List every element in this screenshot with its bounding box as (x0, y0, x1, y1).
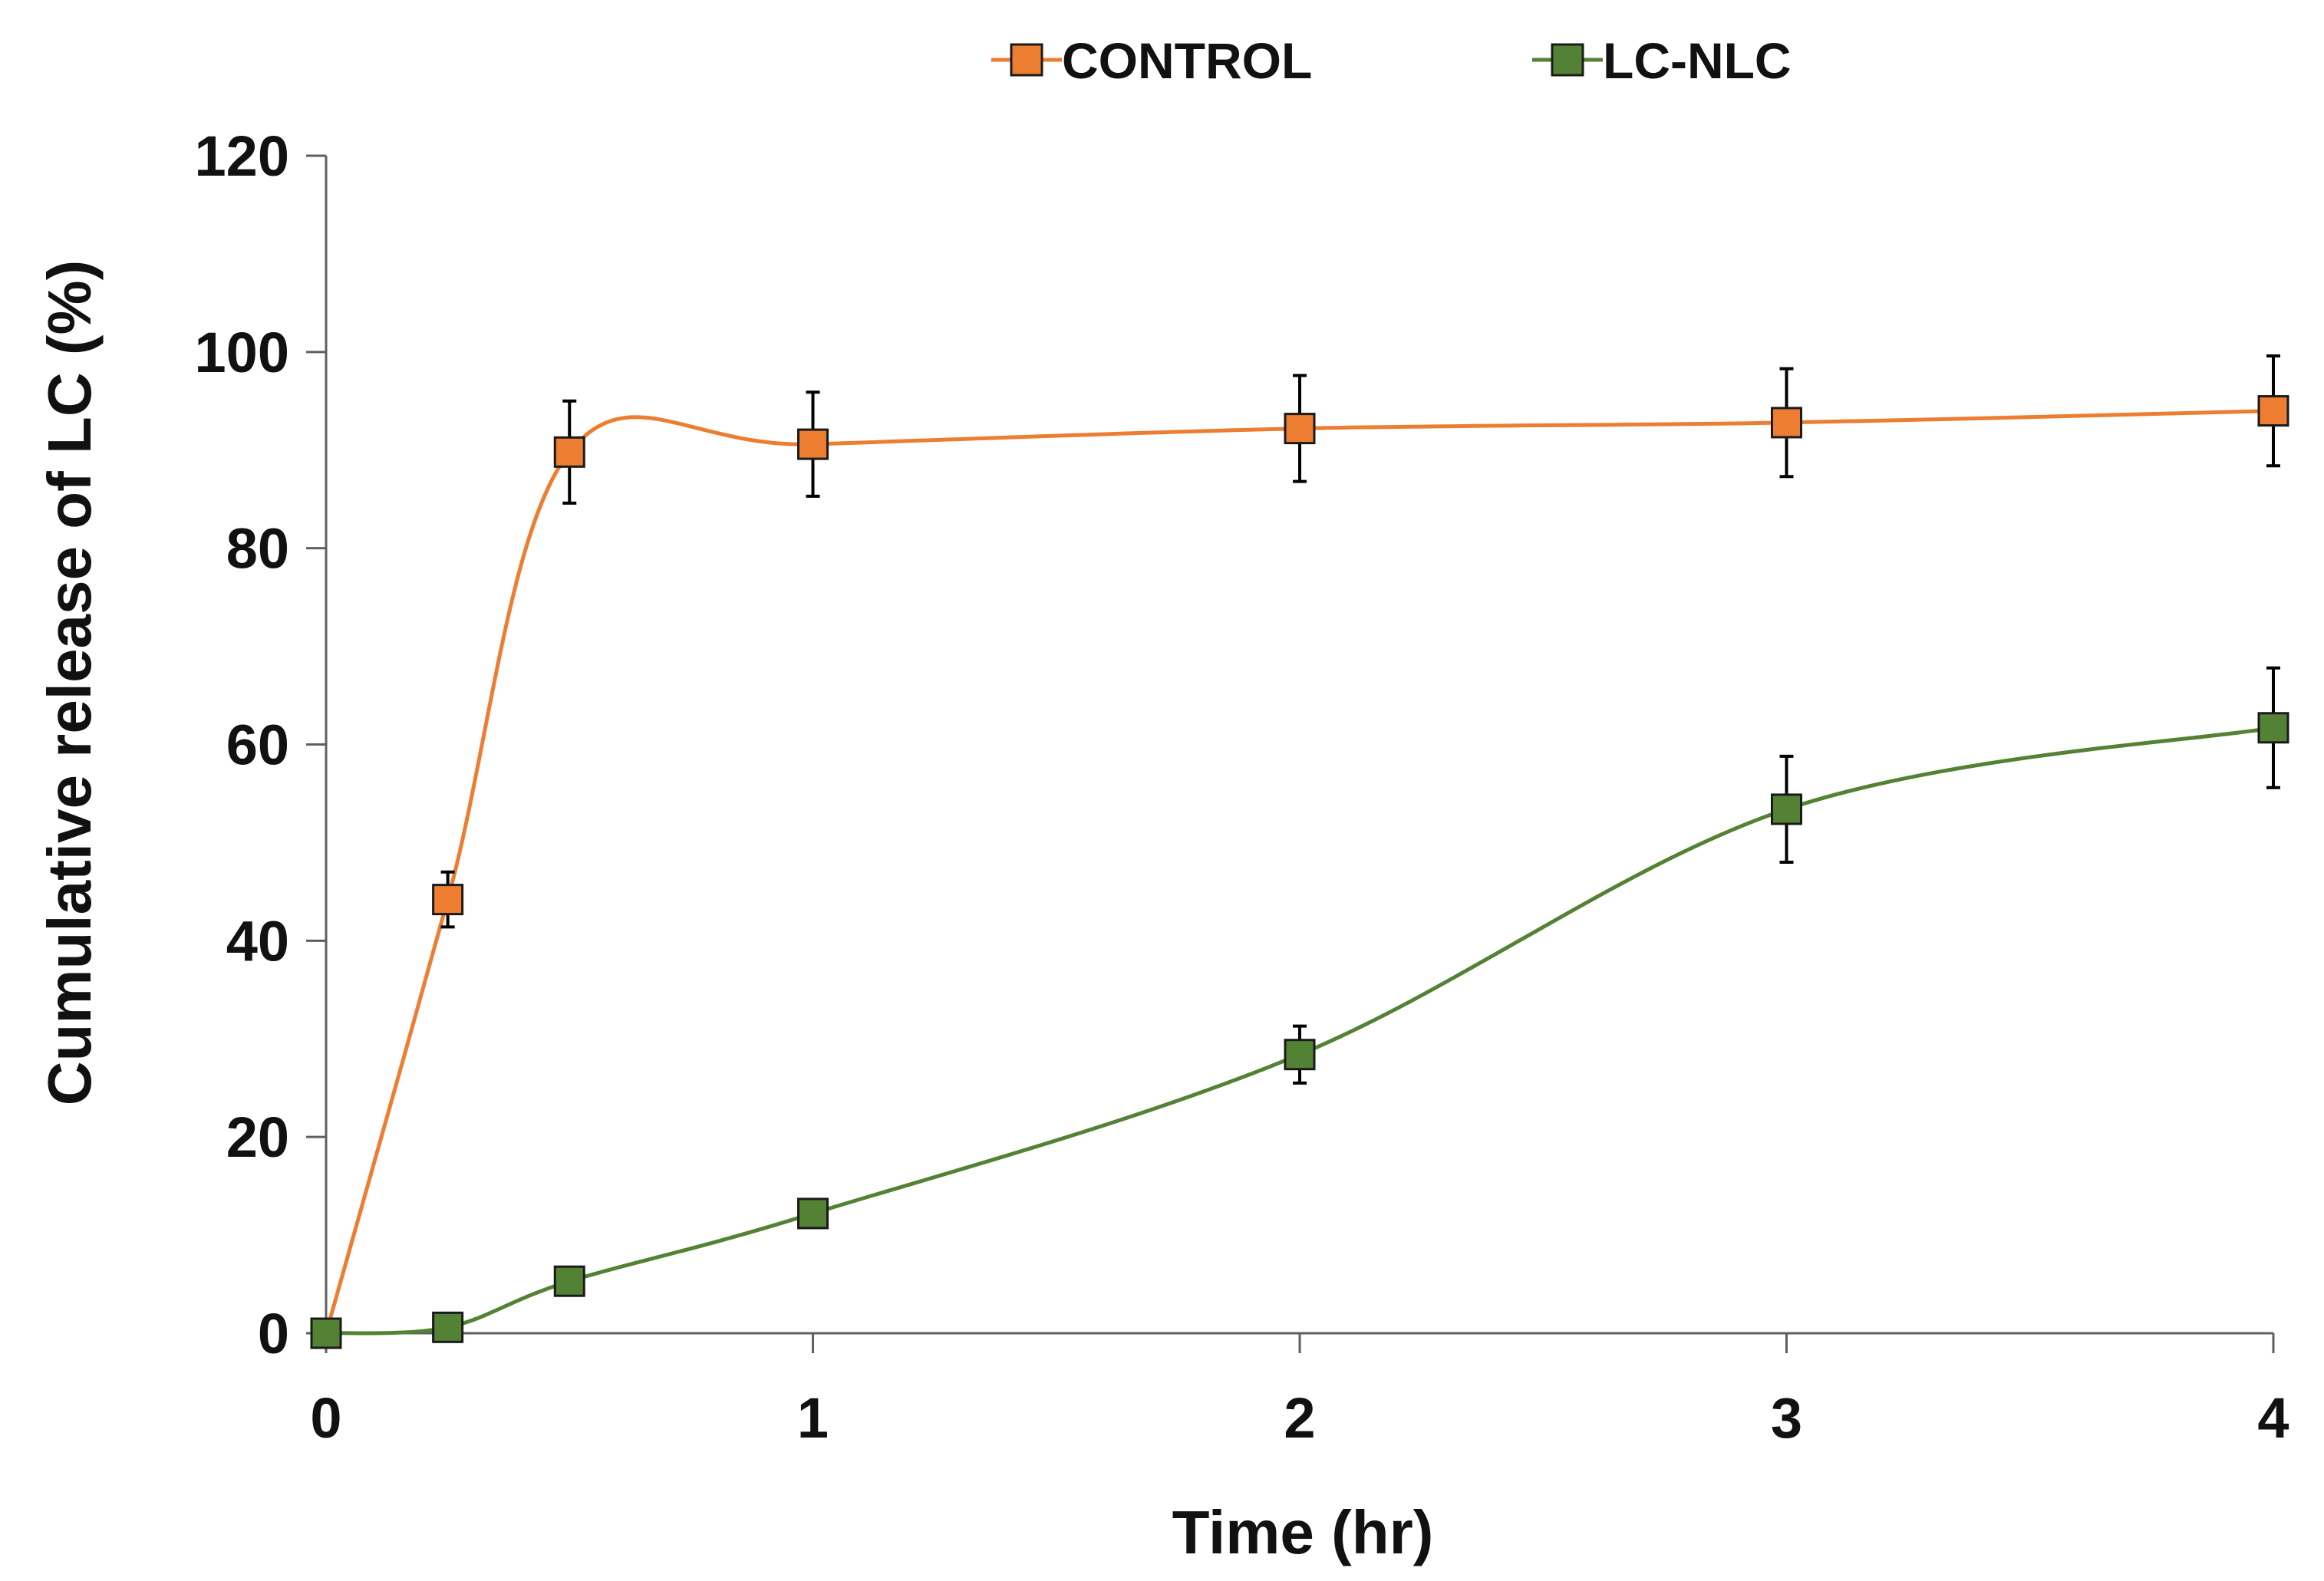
axes-layer: 0 20 40 60 80 100 120 0 1 2 3 4 (195, 124, 2289, 1450)
data-point (1771, 407, 1802, 439)
legend-marker (1551, 43, 1584, 77)
data-point (2257, 712, 2289, 744)
y-tick-label: 100 (195, 321, 289, 384)
legend-label: CONTROL (1062, 32, 1312, 89)
x-tick-label: 2 (1284, 1386, 1315, 1450)
x-axis-title: Time (hr) (1172, 1498, 1434, 1566)
legend: CONTROL LC-NLC (991, 32, 1792, 89)
legend-item-lc-nlc: LC-NLC (1532, 32, 1792, 89)
data-point (797, 1197, 829, 1230)
y-tick-label: 60 (226, 713, 289, 777)
y-tick-label: 20 (226, 1105, 289, 1169)
y-tick-label: 120 (195, 124, 289, 188)
data-point (553, 436, 585, 468)
legend-marker (1010, 43, 1043, 77)
series-layer (310, 354, 2289, 1349)
data-point (432, 1311, 464, 1343)
data-point (1771, 793, 1802, 825)
y-tick-label: 40 (226, 909, 289, 973)
series-line-control (324, 409, 2274, 1334)
y-tick-label: 80 (226, 517, 289, 581)
x-tick-label: 4 (2257, 1386, 2289, 1450)
y-axis-title: Cumulative release of LC (%) (35, 260, 104, 1106)
series-line-lc-nlc (325, 726, 2274, 1336)
data-point (310, 1317, 342, 1349)
series-control (310, 354, 2289, 1349)
x-tick-label: 0 (310, 1386, 341, 1450)
legend-item-control: CONTROL (991, 32, 1312, 89)
y-tick-label: 0 (258, 1302, 289, 1365)
data-point (797, 428, 829, 460)
data-point (2257, 395, 2289, 427)
data-point (1284, 413, 1316, 445)
x-tick-label: 1 (797, 1386, 829, 1450)
legend-label: LC-NLC (1603, 32, 1792, 89)
data-point (1284, 1039, 1316, 1071)
data-point (432, 884, 464, 916)
series-lc-nlc (310, 666, 2289, 1349)
x-tick-label: 3 (1771, 1386, 1802, 1450)
data-point (553, 1265, 585, 1297)
